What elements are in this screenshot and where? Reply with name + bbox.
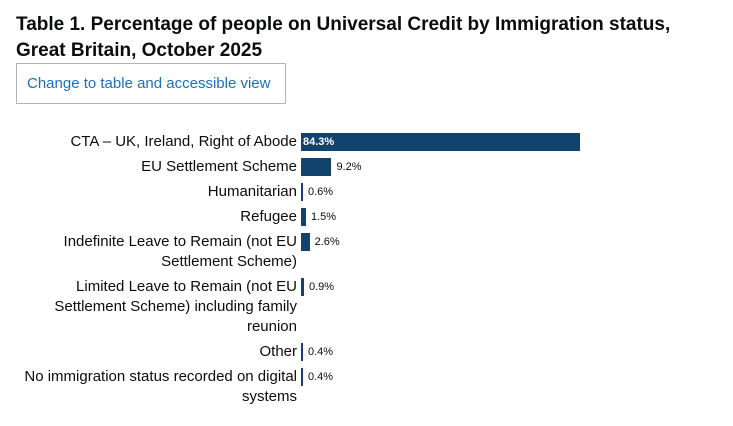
value-label: 0.6% bbox=[308, 186, 334, 198]
value-label: 0.4% bbox=[308, 371, 334, 383]
value-label: 1.5% bbox=[310, 211, 337, 223]
value-label: 0.4% bbox=[308, 346, 334, 358]
category-label: EU Settlement Scheme bbox=[141, 158, 297, 175]
bar bbox=[301, 343, 303, 361]
bar bbox=[301, 368, 303, 386]
bar bbox=[301, 133, 580, 151]
bar bbox=[301, 208, 306, 226]
category-label: Limited Leave to Remain (not EU Settleme… bbox=[54, 278, 297, 335]
table-view-toggle-button[interactable]: Change to table and accessible view bbox=[16, 63, 286, 104]
category-label: CTA – UK, Ireland, Right of Abode bbox=[70, 133, 297, 150]
value-label: 0.9% bbox=[308, 281, 335, 293]
bar bbox=[301, 183, 303, 201]
value-label: 9.2% bbox=[336, 161, 362, 173]
bar bbox=[301, 233, 310, 251]
value-label: 2.6% bbox=[314, 236, 340, 248]
category-label: Other bbox=[259, 343, 297, 360]
chart-title: Table 1. Percentage of people on Univers… bbox=[16, 14, 671, 61]
bar bbox=[301, 158, 332, 176]
category-label: No immigration status recorded on digita… bbox=[24, 368, 297, 405]
value-label: 84.3% bbox=[303, 136, 335, 148]
category-label: Indefinite Leave to Remain (not EU Settl… bbox=[63, 233, 297, 270]
bar-chart: CTA – UK, Ireland, Right of Abode 84.3% EU… bbox=[0, 128, 733, 418]
category-label: Humanitarian bbox=[207, 183, 297, 200]
category-label: Refugee bbox=[240, 208, 297, 225]
bar bbox=[301, 278, 304, 296]
